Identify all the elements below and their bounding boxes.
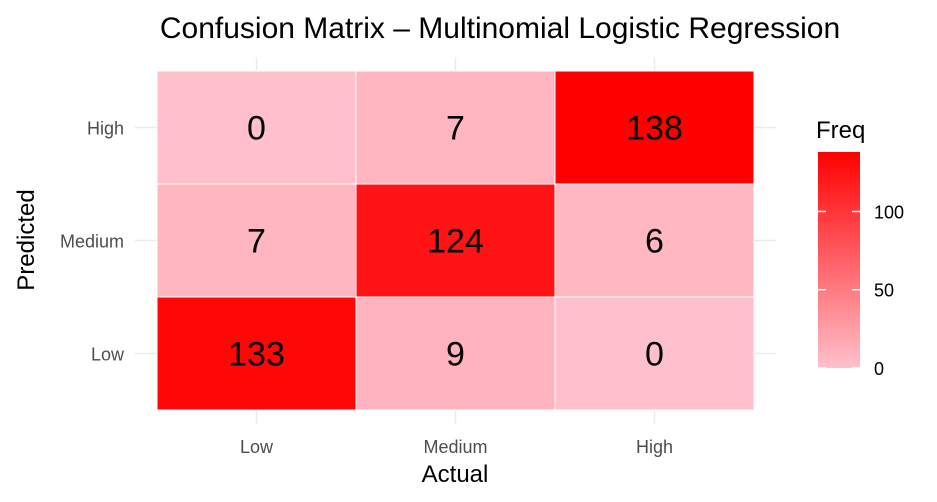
heatmap-cell <box>355 296 556 411</box>
heatmap-cell <box>355 183 556 298</box>
legend-tick-label: 100 <box>874 202 904 222</box>
cell-value-label: 0 <box>247 110 266 148</box>
heatmap-cell <box>554 70 755 185</box>
x-tick-label: Low <box>240 437 274 457</box>
legend-ticks: 0 50 100 <box>818 202 904 379</box>
cell-value-label: 9 <box>446 336 465 374</box>
legend: Freq 0 50 100 <box>816 117 904 379</box>
chart-title: Confusion Matrix – Multinomial Logistic … <box>160 12 840 45</box>
cell-value-label: 7 <box>446 110 465 148</box>
y-axis-title: Predicted <box>13 189 40 290</box>
x-tick-label: Medium <box>423 437 487 457</box>
heatmap-cell <box>156 183 357 298</box>
y-tick-label: Low <box>91 345 125 365</box>
heatmap-cell <box>554 183 755 298</box>
legend-color-bar <box>818 152 860 368</box>
x-tick-label: High <box>636 437 673 457</box>
y-axis-ticks: High Medium Low <box>60 119 125 365</box>
cell-value-label: 138 <box>626 110 683 148</box>
cell-value-label: 7 <box>247 223 266 261</box>
heatmap-cell <box>554 296 755 411</box>
heatmap-cells: 0 7 138 7 124 6 133 9 0 <box>156 70 755 411</box>
cell-value-label: 124 <box>427 223 484 261</box>
legend-tick-label: 50 <box>874 281 894 301</box>
cell-value-label: 133 <box>228 336 285 374</box>
x-axis-title: Actual <box>422 461 489 488</box>
heatmap-cell <box>156 296 357 411</box>
x-axis-ticks: Low Medium High <box>240 437 673 457</box>
legend-tick-label: 0 <box>874 359 884 379</box>
cell-value-label: 0 <box>645 336 664 374</box>
y-tick-label: Medium <box>60 232 124 252</box>
legend-title: Freq <box>816 117 865 144</box>
cell-value-label: 6 <box>645 223 664 261</box>
y-tick-label: High <box>87 119 124 139</box>
